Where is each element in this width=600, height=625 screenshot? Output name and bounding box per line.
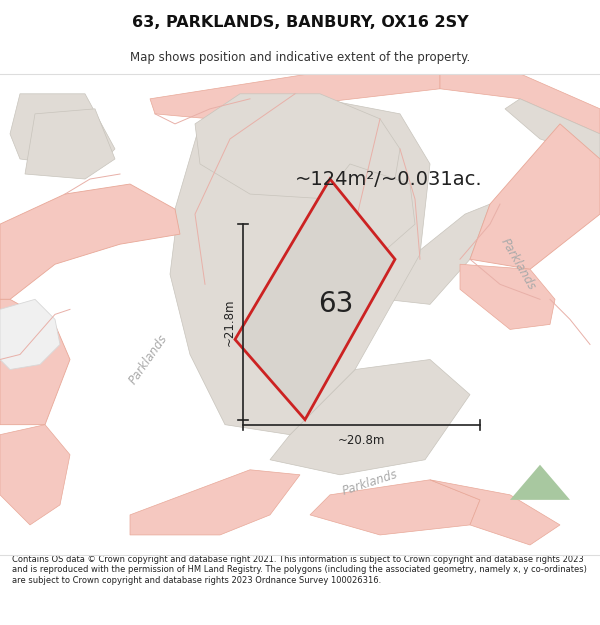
Polygon shape [0, 184, 180, 299]
Polygon shape [460, 264, 555, 329]
Polygon shape [470, 124, 600, 269]
Text: ~21.8m: ~21.8m [223, 298, 235, 346]
Text: ~20.8m: ~20.8m [338, 434, 385, 447]
Polygon shape [0, 424, 70, 525]
Text: 63: 63 [319, 291, 354, 318]
Text: Map shows position and indicative extent of the property.: Map shows position and indicative extent… [130, 51, 470, 64]
Text: Parklands: Parklands [341, 468, 400, 498]
Polygon shape [195, 94, 400, 199]
Polygon shape [430, 480, 560, 545]
Text: ~124m²/~0.031ac.: ~124m²/~0.031ac. [295, 169, 482, 189]
Polygon shape [0, 299, 70, 424]
Polygon shape [385, 204, 490, 304]
Polygon shape [310, 480, 480, 535]
Polygon shape [235, 179, 395, 419]
Polygon shape [440, 74, 600, 134]
Text: 63, PARKLANDS, BANBURY, OX16 2SY: 63, PARKLANDS, BANBURY, OX16 2SY [131, 14, 469, 29]
Polygon shape [510, 465, 570, 500]
Polygon shape [130, 470, 300, 535]
Polygon shape [10, 94, 115, 169]
Text: Contains OS data © Crown copyright and database right 2021. This information is : Contains OS data © Crown copyright and d… [12, 555, 587, 585]
Polygon shape [25, 109, 115, 179]
Polygon shape [0, 299, 60, 369]
Polygon shape [150, 74, 440, 119]
Polygon shape [310, 164, 415, 259]
Polygon shape [170, 94, 430, 435]
Text: Parklands: Parklands [498, 236, 538, 292]
Text: Parklands: Parklands [126, 332, 170, 387]
Polygon shape [505, 99, 600, 159]
Polygon shape [270, 359, 470, 475]
